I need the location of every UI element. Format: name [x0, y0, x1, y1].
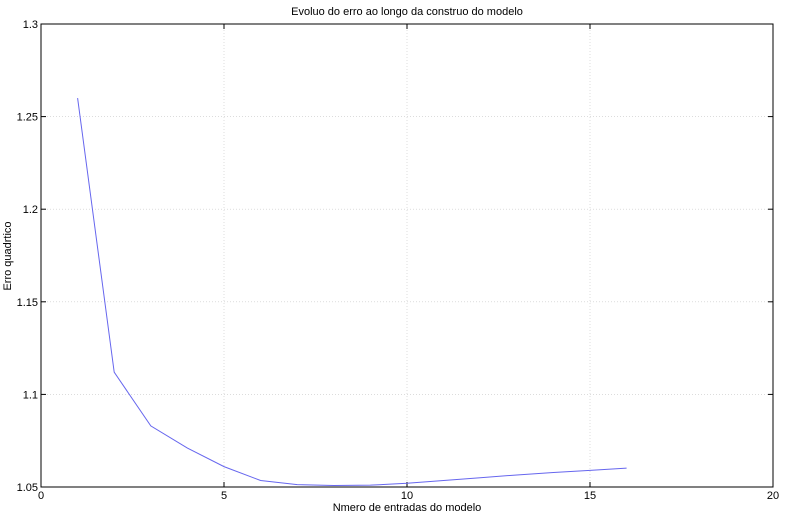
series-lines — [77, 98, 627, 487]
y-tick-label: 1.2 — [23, 204, 38, 216]
x-tick-label: 0 — [38, 490, 44, 502]
y-tick-label: 1.3 — [23, 19, 38, 31]
x-tick-label: 15 — [584, 490, 596, 502]
series-line — [77, 98, 627, 487]
y-tick-label: 1.15 — [17, 297, 38, 309]
y-tick-label: 1.05 — [17, 482, 38, 494]
y-tick-label: 1.25 — [17, 112, 38, 124]
y-tick-label: 1.1 — [23, 389, 38, 401]
x-axis-label: Nmero de entradas do modelo — [333, 502, 482, 513]
axis-ticks: 0 5 10 15 20 1.05 1.1 1.15 1.2 1.25 1.3 — [17, 19, 780, 502]
chart-title: Evoluo do erro ao longo da construo do m… — [291, 6, 523, 18]
x-tick-label: 5 — [221, 490, 227, 502]
x-tick-label: 10 — [401, 490, 413, 502]
y-axis-label: Erro quadrtico — [2, 221, 14, 290]
x-tick-label: 20 — [767, 490, 779, 502]
grid-lines — [41, 24, 773, 487]
